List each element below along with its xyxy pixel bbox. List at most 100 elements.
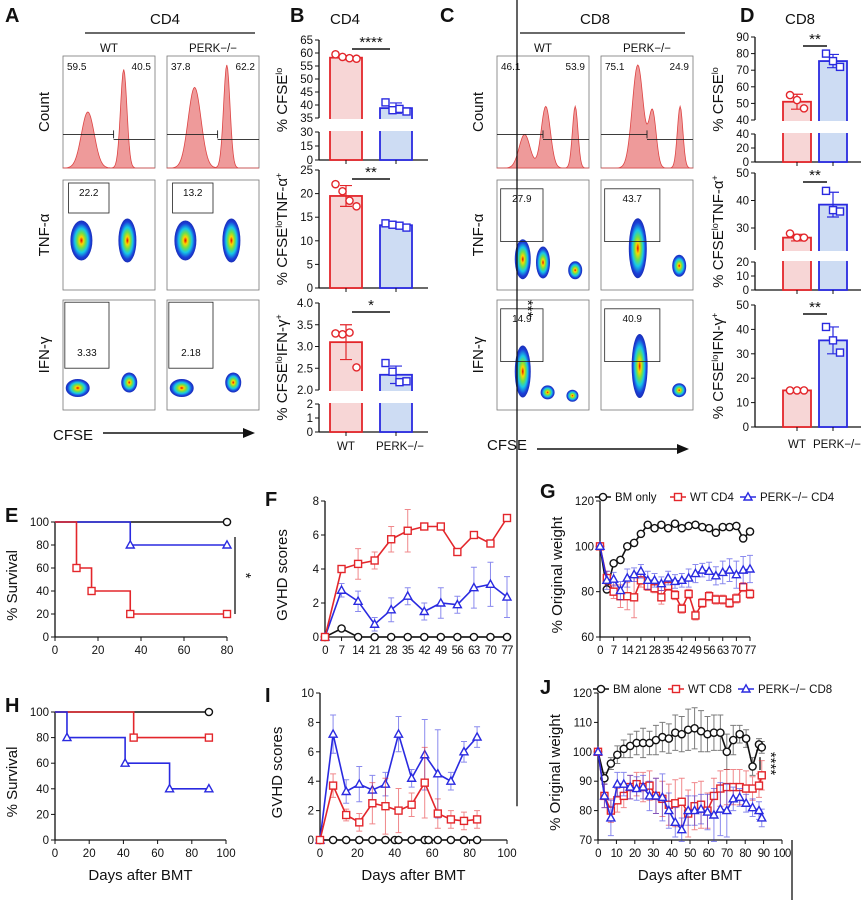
data-point — [336, 584, 347, 594]
data-point — [657, 593, 666, 602]
data-point — [785, 90, 795, 100]
data-point — [690, 567, 701, 578]
group-label-0: WT — [100, 43, 118, 55]
data-point — [650, 523, 659, 533]
data-point — [381, 98, 390, 107]
group-label-1: PERK−/− — [623, 43, 671, 55]
series-wt — [55, 521, 232, 619]
gate-percent-left: 59.5 — [67, 62, 87, 73]
axis-break — [316, 119, 416, 131]
data-point — [697, 522, 707, 532]
ylabel-superscript: lo — [710, 355, 720, 362]
data-point — [403, 632, 413, 642]
data-point — [625, 781, 636, 791]
gate-percent-right: 40.5 — [132, 62, 152, 73]
y-tick-label: 70 — [579, 835, 592, 847]
x-tick-label: 0 — [595, 848, 601, 860]
density-population — [222, 218, 241, 263]
ylabel-text: % CFSE — [274, 363, 291, 421]
data-point — [345, 328, 354, 337]
density-population — [631, 334, 648, 398]
cfse-arrow-head-icon — [677, 444, 689, 454]
panel-label-G: G — [540, 481, 556, 503]
data-point — [352, 595, 364, 605]
gate-box — [172, 182, 214, 214]
y-tick-label: 0 — [43, 632, 49, 644]
data-point — [682, 804, 694, 815]
legend-label: BM alone — [613, 684, 662, 696]
data-point — [338, 330, 347, 339]
cfse-axis-label: CFSE — [487, 437, 527, 454]
ylabel-text: % CFSE — [274, 75, 291, 133]
bar-perk — [818, 60, 848, 163]
data-point — [459, 816, 469, 826]
panel-D-title: CD8 — [785, 11, 815, 28]
ylabel-text: IFN-γ — [710, 318, 727, 355]
data-point — [406, 772, 417, 782]
axis-break — [752, 251, 851, 261]
panel-label-F: F — [265, 489, 277, 511]
data-point — [352, 363, 361, 372]
y-axis-label: % CFSEloTNF-α+ — [710, 175, 727, 288]
data-point — [732, 521, 741, 531]
x-tick-label: 100 — [497, 848, 516, 860]
legend-label: WT CD4 — [690, 492, 734, 504]
data-point — [381, 358, 390, 368]
data-point — [331, 179, 340, 189]
data-point — [747, 802, 758, 812]
y-tick-label: 45 — [300, 87, 313, 99]
legend-marker — [742, 491, 754, 501]
gate-percent: 27.9 — [512, 194, 532, 205]
y-tick-label: 35 — [300, 113, 313, 125]
x-tick-label: 21 — [369, 645, 381, 657]
data-point — [433, 835, 443, 845]
y-tick-label: 0 — [743, 157, 749, 169]
data-point — [676, 824, 687, 834]
y-tick-label: 15 — [300, 141, 313, 153]
data-point — [732, 594, 741, 603]
data-point — [328, 835, 338, 845]
ylabel-superscript: lo — [274, 68, 284, 75]
data-point — [683, 572, 694, 582]
legend-marker — [740, 683, 752, 693]
legend-marker — [596, 684, 606, 694]
data-point — [222, 517, 232, 527]
data-point — [753, 804, 765, 815]
gate-box — [500, 188, 544, 243]
y-tick-label: 0 — [313, 632, 319, 644]
legend-label: PERK−/− CD4 — [760, 492, 835, 504]
significance-stars: ** — [809, 167, 821, 184]
y-axis-label: % Original weight — [547, 713, 564, 831]
data-point — [710, 570, 722, 580]
series-line — [324, 627, 507, 638]
data-point — [821, 49, 831, 58]
x-tick-label: 28 — [649, 645, 661, 657]
data-point — [745, 589, 755, 599]
density-population — [536, 246, 550, 279]
data-point — [340, 785, 352, 796]
ylabel-superscript: lo — [710, 67, 720, 74]
data-point — [601, 574, 613, 585]
data-point — [315, 835, 325, 845]
gate-percent-right: 24.9 — [670, 62, 690, 73]
y-tick-label: 80 — [36, 733, 49, 745]
data-point — [469, 632, 479, 642]
data-point — [354, 835, 364, 845]
data-point — [618, 778, 629, 788]
x-tick-label: 50 — [684, 848, 696, 860]
legend-marker — [598, 492, 608, 502]
series-line — [55, 711, 209, 739]
data-point — [204, 707, 214, 717]
ylabel-text: % CFSE — [274, 228, 291, 286]
y-tick-label: 25 — [300, 165, 313, 177]
data-point — [657, 791, 668, 802]
x-tick-label: 60 — [703, 848, 715, 860]
density-population — [70, 220, 93, 261]
data-point — [670, 519, 680, 528]
data-point — [636, 529, 646, 539]
series-perk — [55, 521, 233, 549]
ylabel-superscript: + — [274, 173, 284, 178]
y-tick-label: 0 — [307, 283, 313, 295]
data-point — [644, 790, 655, 800]
panel-label-D: D — [740, 5, 754, 27]
